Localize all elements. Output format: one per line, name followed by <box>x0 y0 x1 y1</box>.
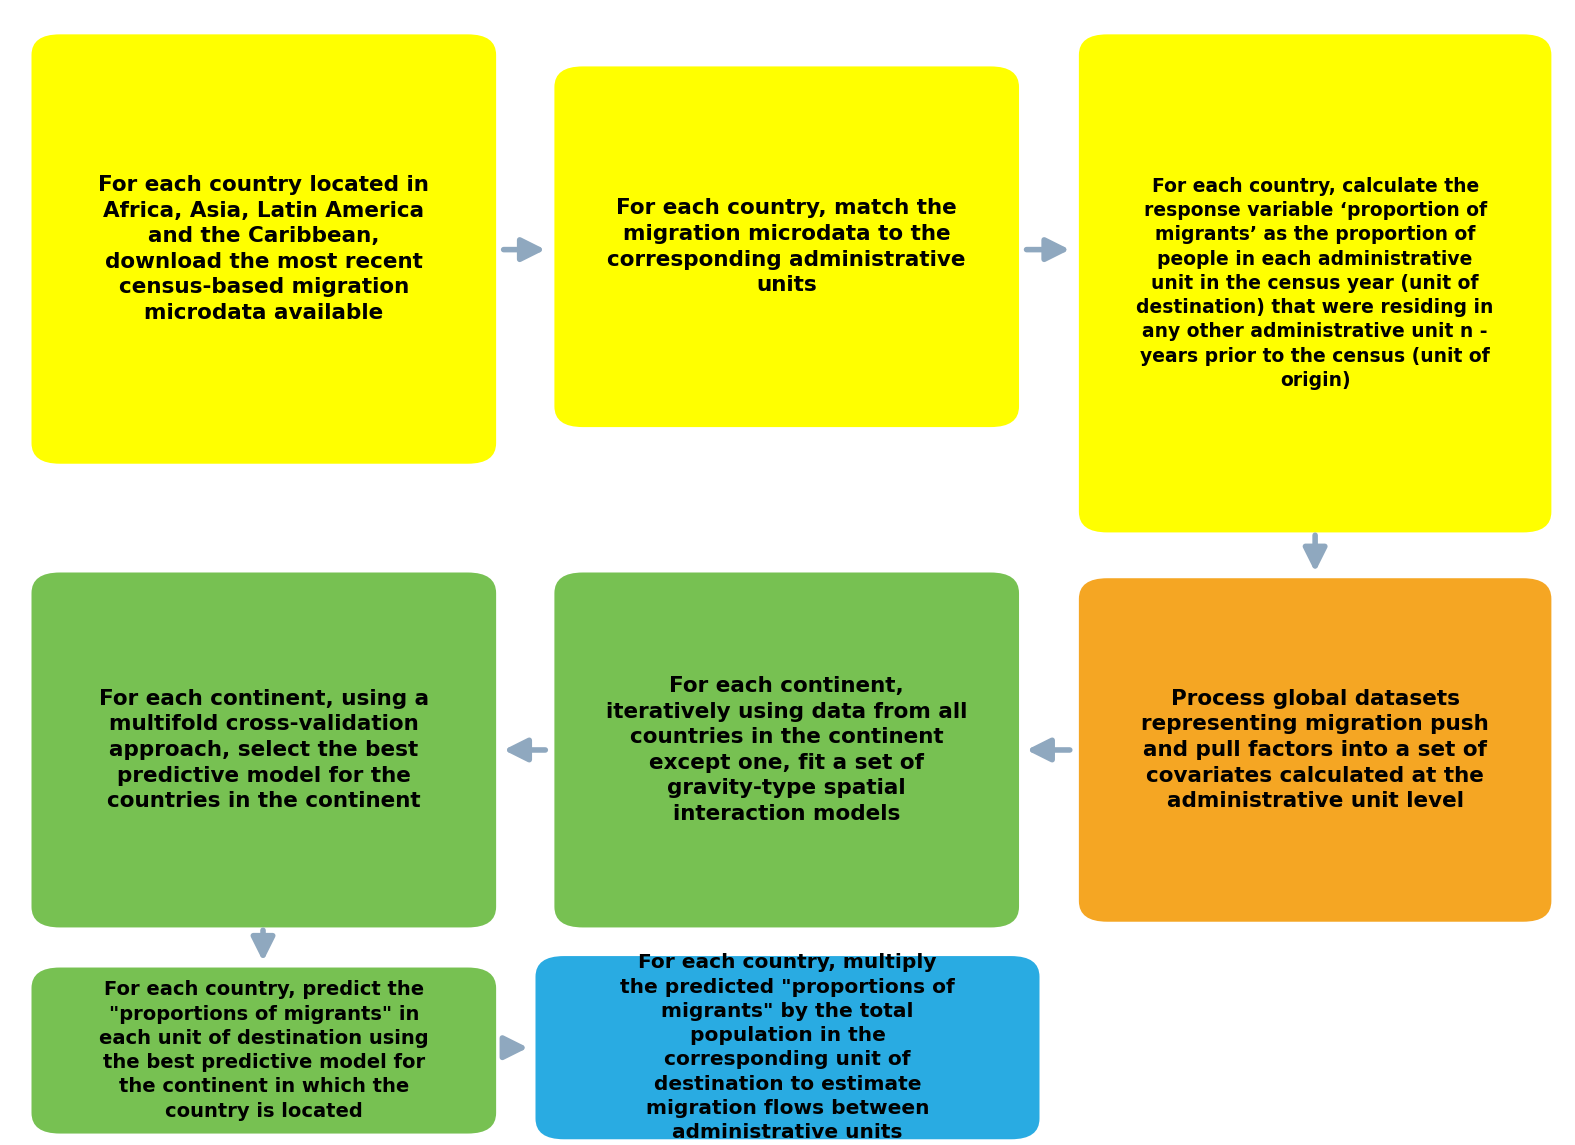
Text: For each country located in
Africa, Asia, Latin America
and the Caribbean,
downl: For each country located in Africa, Asia… <box>98 175 430 323</box>
Text: For each country, calculate the
response variable ‘proportion of
migrants’ as th: For each country, calculate the response… <box>1137 176 1493 390</box>
Text: For each country, predict the
"proportions of migrants" in
each unit of destinat: For each country, predict the "proportio… <box>99 980 428 1121</box>
FancyBboxPatch shape <box>554 66 1019 427</box>
FancyBboxPatch shape <box>32 968 496 1134</box>
Text: For each continent,
iteratively using data from all
countries in the continent
e: For each continent, iteratively using da… <box>606 676 967 824</box>
Text: Process global datasets
representing migration push
and pull factors into a set : Process global datasets representing mig… <box>1142 689 1488 811</box>
FancyBboxPatch shape <box>32 34 496 464</box>
Text: For each country, match the
migration microdata to the
corresponding administrat: For each country, match the migration mi… <box>608 198 965 295</box>
Text: For each continent, using a
multifold cross-validation
approach, select the best: For each continent, using a multifold cr… <box>99 689 428 811</box>
FancyBboxPatch shape <box>554 572 1019 927</box>
Text: For each country, multiply
the predicted "proportions of
migrants" by the total
: For each country, multiply the predicted… <box>621 954 954 1142</box>
FancyBboxPatch shape <box>1079 578 1551 922</box>
FancyBboxPatch shape <box>32 572 496 927</box>
FancyBboxPatch shape <box>1079 34 1551 532</box>
FancyBboxPatch shape <box>536 956 1040 1139</box>
